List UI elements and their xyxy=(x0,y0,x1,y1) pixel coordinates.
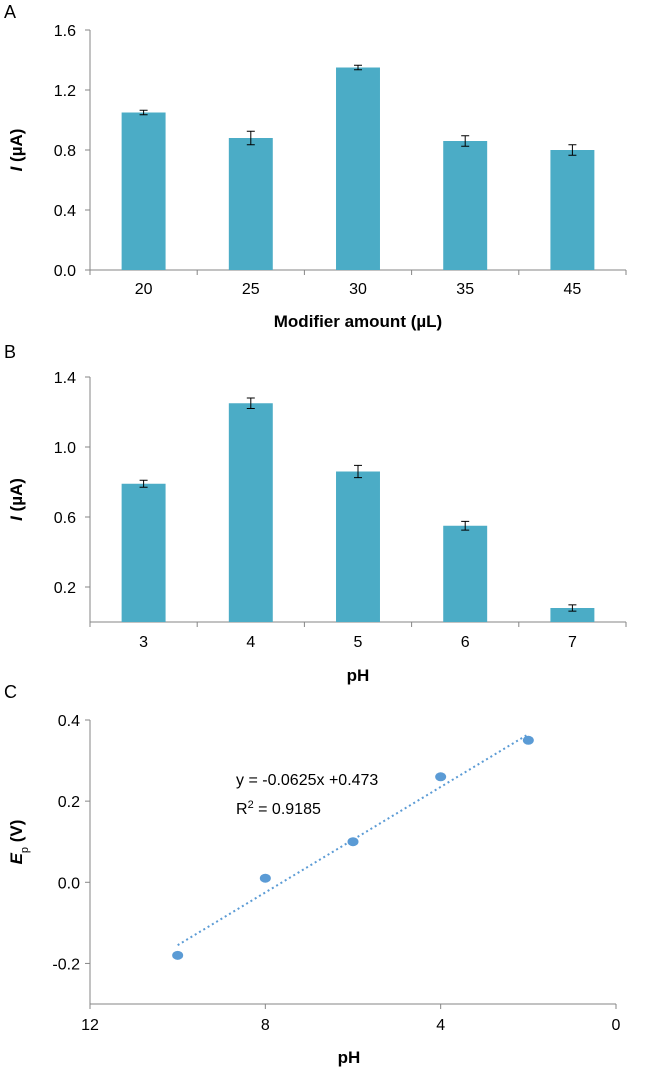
x-tick-label: 8 xyxy=(261,1017,270,1034)
y-tick-label: 0.4 xyxy=(54,203,76,220)
y-tick-label: 0.2 xyxy=(58,794,80,811)
y-tick-label: 1.0 xyxy=(54,440,76,457)
x-axis-title: pH xyxy=(338,1048,361,1067)
bar xyxy=(336,471,380,622)
panel-label: A xyxy=(4,2,16,22)
x-category-label: 4 xyxy=(246,634,255,651)
y-tick-label: 1.2 xyxy=(54,83,76,100)
r-squared-superscript: 2 xyxy=(248,799,254,811)
y-axis-title-subscript: p xyxy=(19,847,31,853)
y-tick-label: -0.2 xyxy=(52,956,80,973)
y-axis-title: Ep (V) xyxy=(7,820,31,865)
trendline xyxy=(177,733,529,947)
trendline-equation: y = -0.0625x +0.473 xyxy=(236,772,378,789)
r-squared-value: = 0.9185 xyxy=(254,801,321,818)
data-point xyxy=(435,772,447,782)
x-axis-title: pH xyxy=(347,666,370,685)
x-tick-label: 12 xyxy=(81,1017,99,1034)
panel-label: C xyxy=(4,682,17,702)
x-category-label: 6 xyxy=(461,634,470,651)
y-tick-label: 0.0 xyxy=(58,875,80,892)
r-squared-prefix: R xyxy=(236,801,248,818)
y-axis-title-unit: (µA) xyxy=(7,478,26,516)
x-category-label: 45 xyxy=(564,281,582,298)
data-point xyxy=(172,950,184,960)
scatter-chart-c: C -0.2 0.0 0.2 0.4 12 8 4 0 y = -0.0625x +0.473 R2… xyxy=(4,682,621,1067)
y-axis-title-unit: (V) xyxy=(7,820,26,847)
bar xyxy=(550,608,595,622)
y-tick-label: 0.6 xyxy=(54,510,76,527)
bar xyxy=(121,112,166,270)
bar xyxy=(228,138,273,270)
x-axis-title: Modifier amount (µL) xyxy=(274,312,442,331)
x-category-label: 20 xyxy=(135,281,153,298)
x-tick-label: 0 xyxy=(612,1017,621,1034)
y-axis-title: I (µA) xyxy=(7,129,26,172)
y-tick-label: 1.6 xyxy=(54,23,76,40)
bar xyxy=(121,483,166,622)
bar xyxy=(443,525,488,622)
y-tick-label: 0.8 xyxy=(54,143,76,160)
bar xyxy=(443,141,488,270)
x-category-label: 30 xyxy=(349,281,367,298)
y-tick-label: 0.0 xyxy=(54,263,76,280)
y-axis-title-symbol: I xyxy=(7,165,26,171)
bar xyxy=(550,150,595,270)
y-tick-label: 1.4 xyxy=(54,370,76,387)
r-squared-label: R2 = 0.9185 xyxy=(236,799,321,818)
y-axis-title: I (µA) xyxy=(7,478,26,521)
bar xyxy=(336,67,380,270)
bar-chart-b: B 0.2 0.6 1.0 1.4 3 4 5 6 7 pH I (µA) xyxy=(4,342,627,685)
data-point xyxy=(347,837,359,847)
y-tick-label: 0.4 xyxy=(58,713,80,730)
x-tick-label: 4 xyxy=(436,1017,445,1034)
x-category-label: 25 xyxy=(242,281,260,298)
bar xyxy=(228,403,273,622)
data-point xyxy=(522,735,534,745)
x-category-label: 35 xyxy=(456,281,474,298)
y-axis-title-unit: (µA) xyxy=(7,129,26,167)
data-point xyxy=(259,873,271,883)
bar-chart-a: A 0.0 0.4 0.8 1.2 1.6 20 25 30 35 45 Modifier amoun… xyxy=(4,2,627,331)
y-axis-title-symbol: I xyxy=(7,515,26,521)
x-category-label: 3 xyxy=(139,634,148,651)
x-category-label: 5 xyxy=(354,634,363,651)
x-category-label: 7 xyxy=(568,634,577,651)
y-axis-title-symbol: E xyxy=(7,852,26,864)
y-tick-label: 0.2 xyxy=(54,580,76,597)
panel-label: B xyxy=(4,342,16,362)
